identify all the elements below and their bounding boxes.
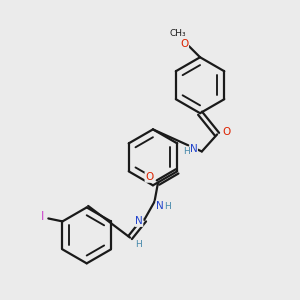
Text: N: N [135,216,143,226]
Text: H: H [135,240,142,249]
Text: CH₃: CH₃ [169,29,186,38]
Text: I: I [41,211,45,224]
Text: O: O [222,127,231,137]
Text: H: H [164,202,171,211]
Text: O: O [145,172,153,182]
Text: N: N [190,144,197,154]
Text: N: N [156,201,164,211]
Text: H: H [183,147,190,156]
Text: O: O [180,39,189,49]
